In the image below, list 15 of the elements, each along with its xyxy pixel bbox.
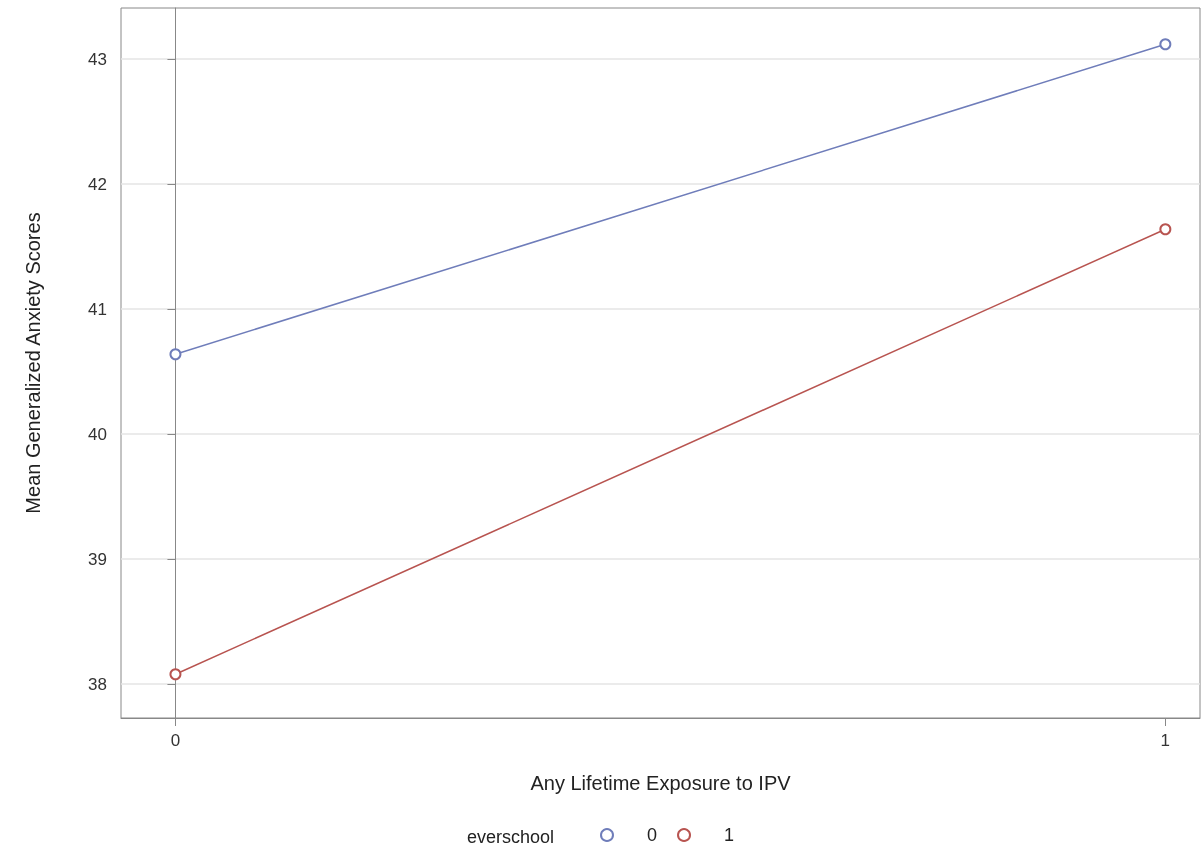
x-axis-title: Any Lifetime Exposure to IPV	[530, 772, 792, 794]
y-tick-label: 42	[88, 174, 107, 194]
point	[169, 668, 182, 681]
y-axis-title: Mean Generalized Anxiety Scores	[22, 212, 44, 514]
y-tick-label: 43	[88, 49, 107, 69]
y-tick-label: 39	[88, 549, 107, 569]
point	[169, 348, 182, 361]
legend-label: 0	[647, 825, 658, 845]
point	[1159, 38, 1172, 51]
y-tick-label: 38	[88, 674, 107, 694]
y-tick-label: 40	[88, 424, 107, 444]
legend-label: 1	[724, 825, 735, 845]
legend-title: everschool	[467, 827, 555, 847]
y-tick-label: 41	[88, 299, 107, 319]
point	[1159, 223, 1172, 236]
